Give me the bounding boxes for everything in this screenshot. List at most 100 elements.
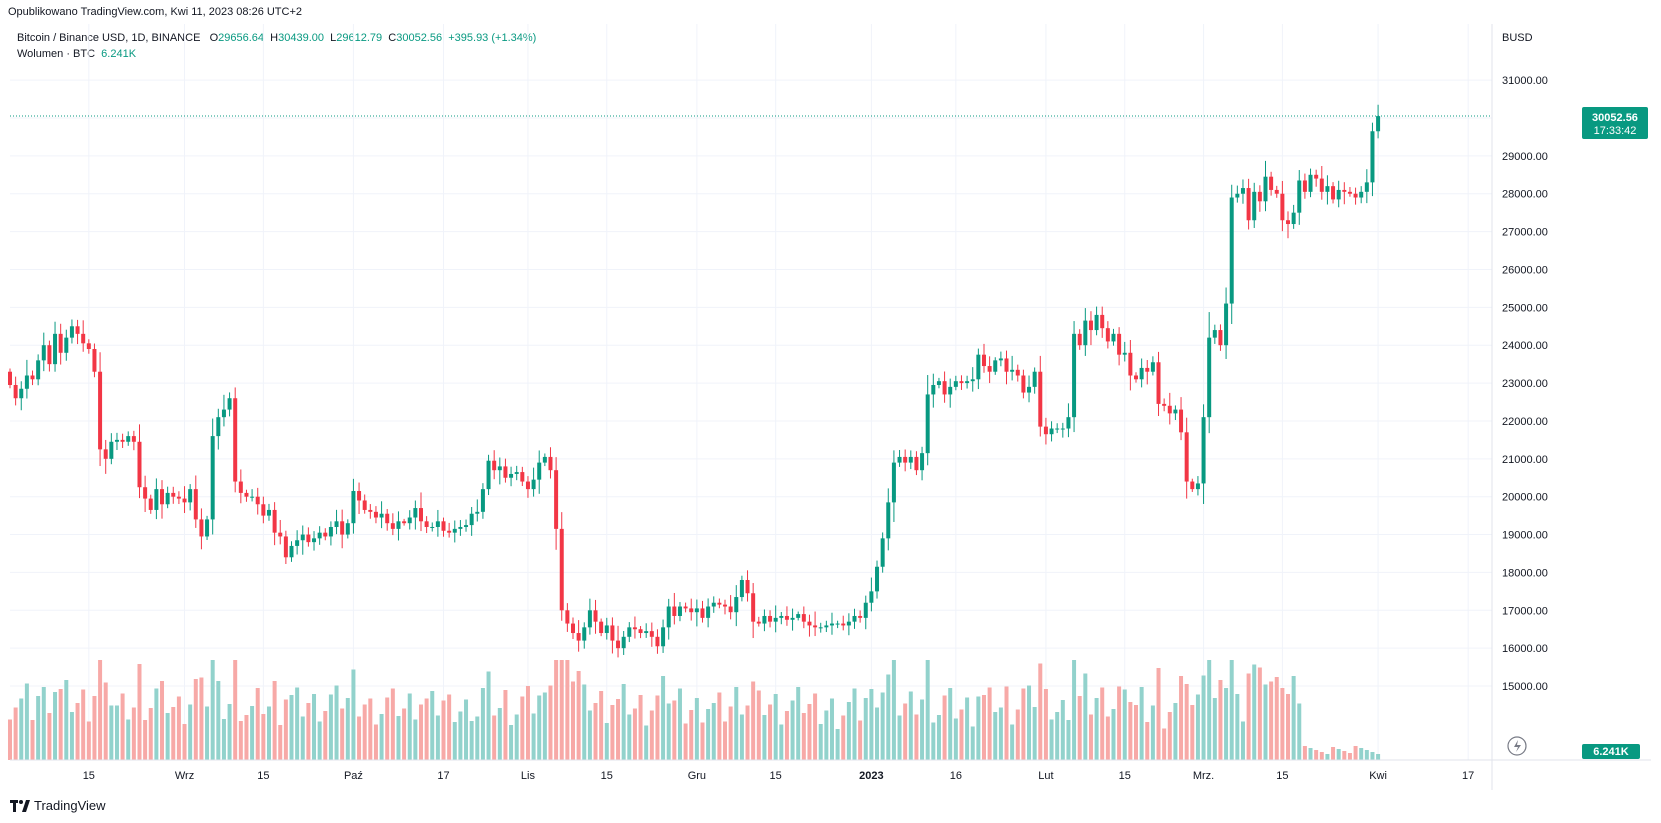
candle-body [75,326,80,334]
volume-bar [1134,705,1138,760]
price-tag-countdown: 17:33:42 [1594,125,1637,137]
volume-bar [1128,702,1133,760]
volume-bar [920,699,925,760]
high-label: H [270,32,279,44]
price-axis[interactable]: 15000.00 16000.00 17000.00 18000.00 19000.00… [1502,75,1548,693]
volume-bar [396,716,401,760]
volume-bar [98,660,103,760]
volume-tag-box [1582,744,1640,759]
y-tick-label: 20000.00 [1502,492,1548,504]
volume-bar [13,707,18,760]
volume-bar [1117,686,1122,760]
candle-body [1032,371,1037,387]
volume-bar [616,699,621,760]
volume-bar [554,660,559,760]
candle-body [723,604,728,607]
volume-bar [283,699,288,760]
volume-bar [745,705,750,760]
replay-icon[interactable] [1507,736,1527,756]
candle-body [604,625,609,634]
candle-body [148,498,153,510]
volume-bar [413,719,418,760]
open-label: O [209,32,219,44]
publish-note: Opublikowano TradingView.com, Kwi 11, 20… [8,6,303,18]
volume-bar [565,660,570,760]
volume-bar [126,719,131,760]
volume-bar [1122,689,1127,760]
candle-body [430,526,435,528]
volume-bar [711,703,716,760]
candle-body [503,466,508,478]
volume-bar [571,681,575,760]
volume-bar [998,707,1003,760]
volume-bar [1297,703,1302,760]
candle-body [182,498,187,503]
volume-bar [244,715,249,760]
volume-bar [784,711,789,760]
volume-bar [768,704,773,760]
candle-body [728,606,733,613]
volume-bar [587,710,592,760]
volume-bar [807,704,812,760]
y-tick-label: 25000.00 [1502,302,1548,314]
candle-body [1134,375,1138,380]
symbol-title[interactable]: Bitcoin / Binance USD, 1D, BINANCE [17,32,201,44]
x-tick-label: 17 [1462,770,1474,782]
candle-body [143,487,148,499]
volume-bar [734,687,739,760]
volume-bar [610,705,615,760]
candle-body [818,627,823,629]
candle-body [908,456,913,463]
candle-body [1370,131,1375,183]
volume-bar [143,720,148,760]
candle-body [993,360,998,372]
candle-body [948,386,953,395]
time-axis[interactable]: 15 Wrz 15 Paź 17 Lis 15 Gru 15 2023 16 Lut 15 Mrz. 15 K… [83,770,1475,782]
candle-body [1319,178,1324,192]
volume-bar [1207,660,1212,760]
candles [8,104,1381,658]
volume-bar [931,722,936,760]
candle-body [1314,174,1319,179]
candle-body [1252,191,1257,221]
volume-label[interactable]: Wolumen · BTC [17,48,96,60]
candle-body [210,436,215,520]
volume-bar [858,720,863,760]
volume-bar [182,724,187,760]
x-tick-label: Mrz. [1193,770,1214,782]
volume-bar [756,690,761,760]
tradingview-logo[interactable]: TradingView [10,798,106,813]
candle-body [1353,193,1358,198]
candle-body [69,326,74,338]
candle-body [475,511,480,514]
candle-body [711,602,716,607]
volume-bar [813,693,818,760]
symbol-legend: Bitcoin / Binance USD, 1D, BINANCE O2965… [17,32,536,44]
candle-body [762,615,767,624]
candle-body [779,615,784,618]
volume-bar [261,714,266,760]
candle-body [858,615,863,618]
volume-bar [464,699,469,760]
tradingview-brand: TradingView [34,798,106,813]
close-label: C [388,32,397,44]
candle-body [24,375,29,389]
volume-bar [334,685,339,760]
candle-body [976,354,981,380]
volume-bar [739,714,744,760]
volume-bar [891,660,896,760]
volume-value: 6.241K [101,48,137,60]
candle-body [1364,182,1369,192]
y-tick-label: 15000.00 [1502,681,1548,693]
volume-bar [942,695,947,760]
candle-body [593,610,598,622]
volume-bar [58,689,63,760]
candle-body [694,608,699,613]
volume-bar [666,703,671,760]
candle-body [689,608,694,613]
volume-bars [8,660,1381,760]
volume-bar [717,692,722,760]
volume-bar [1308,748,1313,760]
